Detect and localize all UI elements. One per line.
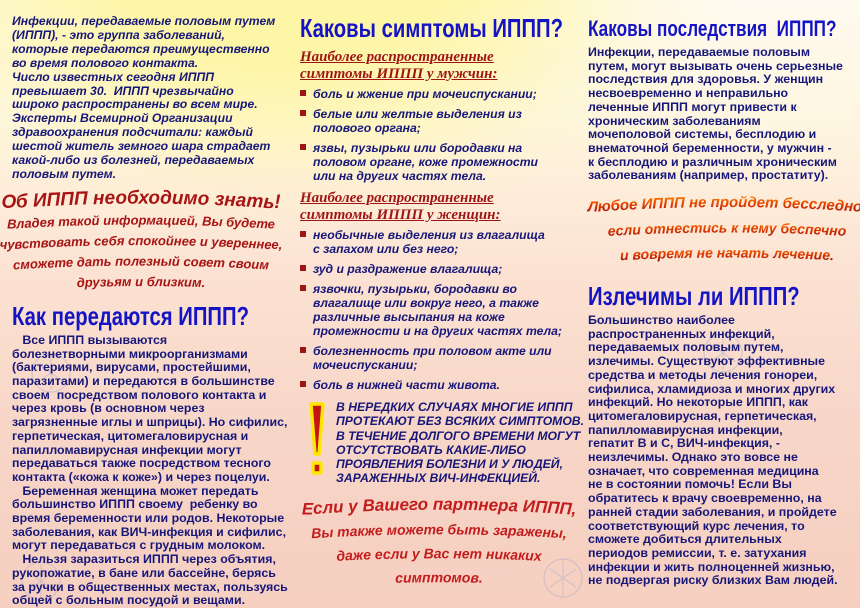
- svg-text:симптомов.: симптомов.: [395, 569, 483, 585]
- svg-text:если отнестись к нему беспечно: если отнестись к нему беспечно: [607, 220, 847, 239]
- svg-text:даже если у Вас нет никаких: даже если у Вас нет никаких: [336, 545, 543, 564]
- svg-text:сможете дать полезный совет св: сможете дать полезный совет своим: [13, 253, 270, 272]
- svg-text:чувствовать себя спокойнее и у: чувствовать себя спокойнее и увереннее,: [0, 233, 282, 252]
- svg-text:Владея такой информацией, Вы б: Владея такой информацией, Вы будете: [7, 212, 275, 231]
- svg-text:Если у Вашего партнера ИППП,: Если у Вашего партнера ИППП,: [302, 495, 576, 519]
- svg-text:Вы также можете быть заражены,: Вы также можете быть заражены,: [311, 521, 568, 541]
- svg-text:друзьям и близким.: друзьям и близким.: [77, 274, 206, 290]
- svg-text:и вовремя не начать лечение.: и вовремя не начать лечение.: [620, 245, 835, 264]
- svg-text:Об ИППП необходимо знать!: Об ИППП необходимо знать!: [1, 187, 280, 213]
- svg-text:Любое ИППП не пройдет бесследн: Любое ИППП не пройдет бесследно,: [587, 194, 860, 216]
